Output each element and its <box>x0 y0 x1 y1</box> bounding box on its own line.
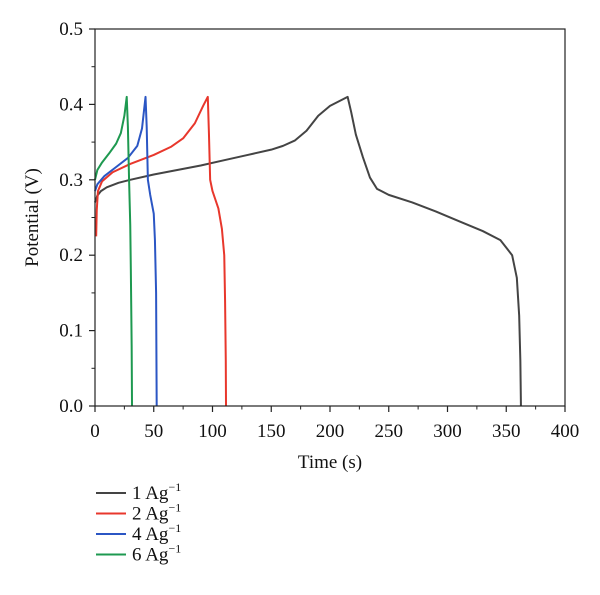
tick-labels: 0 50 100 150 200 250 300 350 400 0.0 0.1 0.2 0.3 0.4 0… <box>59 19 579 442</box>
series-line-4 <box>94 95 134 407</box>
legend-label-1: 1 Ag−1 <box>132 480 181 504</box>
legend-label-4: 6 Ag−1 <box>132 542 181 566</box>
x-tick-label: 50 <box>144 421 163 442</box>
x-tick-label: 250 <box>375 421 404 442</box>
y-tick-label: 0.4 <box>59 94 83 115</box>
x-tick-label: 200 <box>316 421 345 442</box>
x-tick-label: 350 <box>492 421 521 442</box>
axis-ticks <box>89 28 566 412</box>
legend-label-2: 2 Ag−1 <box>132 501 181 525</box>
x-tick-label: 0 <box>90 421 100 442</box>
x-axis-title: Time (s) <box>298 452 362 473</box>
legend: 1 Ag−12 Ag−14 Ag−16 Ag−1 <box>96 480 181 566</box>
series-lines <box>94 95 522 407</box>
y-tick-label: 0.2 <box>59 245 83 266</box>
x-tick-label: 150 <box>257 421 286 442</box>
series-line-2 <box>95 95 228 407</box>
y-tick-label: 0.5 <box>59 19 83 40</box>
y-axis-title: Potential (V) <box>22 168 43 267</box>
series-line-3 <box>94 95 158 407</box>
y-tick-label: 0.1 <box>59 321 83 342</box>
x-tick-label: 300 <box>433 421 462 442</box>
legend-label-3: 4 Ag−1 <box>132 521 181 545</box>
x-tick-label: 100 <box>198 421 227 442</box>
y-tick-label: 0.0 <box>59 396 83 417</box>
y-tick-label: 0.3 <box>59 170 83 191</box>
x-tick-label: 400 <box>551 421 580 442</box>
series-line-1 <box>94 95 522 407</box>
plot-frame <box>94 28 566 407</box>
